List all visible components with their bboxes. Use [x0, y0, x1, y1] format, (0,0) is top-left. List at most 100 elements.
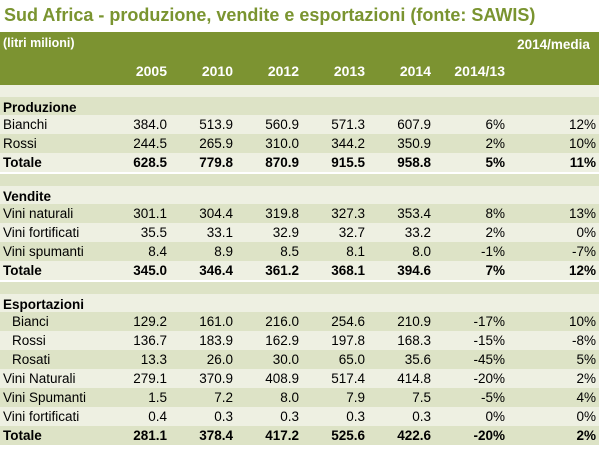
- value-cell: 361.2: [236, 261, 302, 282]
- value-cell: 13%: [508, 204, 599, 223]
- total-row: Totale 628.5 779.8 870.9 915.5 958.8 5% 11%: [0, 153, 599, 174]
- row-label: Vini fortificati: [0, 223, 104, 242]
- spacer-row: [0, 173, 599, 186]
- empty-cell: [508, 173, 599, 186]
- value-cell: 168.3: [368, 331, 434, 350]
- empty-cell: [368, 186, 434, 204]
- value-cell: 345.0: [104, 261, 170, 282]
- value-cell: 2%: [508, 369, 599, 388]
- value-cell: 353.4: [368, 204, 434, 223]
- value-cell: 8.0: [236, 388, 302, 407]
- section-title: Esportazioni: [0, 294, 104, 312]
- empty-cell: [434, 85, 508, 97]
- value-cell: -8%: [508, 331, 599, 350]
- empty-cell: [236, 294, 302, 312]
- value-cell: 12%: [508, 115, 599, 134]
- table-row: Vini fortificati 0.4 0.3 0.3 0.3 0.3 0% 0%: [0, 407, 599, 426]
- value-cell: 161.0: [170, 312, 236, 331]
- spacer-row: [0, 281, 599, 294]
- empty-cell: [434, 173, 508, 186]
- empty-cell: [368, 85, 434, 97]
- value-cell: 319.8: [236, 204, 302, 223]
- value-cell: 183.9: [170, 331, 236, 350]
- value-cell: 0.3: [302, 407, 368, 426]
- value-cell: 301.1: [104, 204, 170, 223]
- value-cell: 517.4: [302, 369, 368, 388]
- value-cell: 281.1: [104, 426, 170, 447]
- row-label: Vini fortificati: [0, 407, 104, 426]
- value-cell: 525.6: [302, 426, 368, 447]
- value-cell: 384.0: [104, 115, 170, 134]
- value-cell: -15%: [434, 331, 508, 350]
- value-cell: 10%: [508, 312, 599, 331]
- value-cell: 0.3: [368, 407, 434, 426]
- empty-cell: [434, 281, 508, 294]
- header-col-2010: 2010: [170, 32, 236, 85]
- value-cell: 33.2: [368, 223, 434, 242]
- value-cell: 65.0: [302, 350, 368, 369]
- value-cell: 0.4: [104, 407, 170, 426]
- empty-cell: [368, 294, 434, 312]
- value-cell: -20%: [434, 426, 508, 447]
- value-cell: 394.6: [368, 261, 434, 282]
- total-row: Totale 281.1 378.4 417.2 525.6 422.6 -20% 2%: [0, 426, 599, 447]
- value-cell: 958.8: [368, 153, 434, 174]
- table-row: Vini Spumanti 1.5 7.2 8.0 7.9 7.5 -5% 4%: [0, 388, 599, 407]
- value-cell: 8.5: [236, 242, 302, 261]
- value-cell: 628.5: [104, 153, 170, 174]
- table-row: Rosati 13.3 26.0 30.0 65.0 35.6 -45% 5%: [0, 350, 599, 369]
- empty-cell: [508, 186, 599, 204]
- value-cell: 7.9: [302, 388, 368, 407]
- header-unit-label: (litri milioni): [0, 32, 104, 85]
- value-cell: 571.3: [302, 115, 368, 134]
- empty-cell: [170, 173, 236, 186]
- empty-cell: [104, 186, 170, 204]
- empty-cell: [0, 173, 104, 186]
- empty-cell: [104, 281, 170, 294]
- value-cell: 915.5: [302, 153, 368, 174]
- table-body: Produzione Bianchi 384.0 513.9 560.9 571.3 607…: [0, 85, 599, 447]
- value-cell: -20%: [434, 369, 508, 388]
- value-cell: 422.6: [368, 426, 434, 447]
- value-cell: 30.0: [236, 350, 302, 369]
- row-label: Totale: [0, 153, 104, 174]
- value-cell: 2%: [434, 223, 508, 242]
- value-cell: 33.1: [170, 223, 236, 242]
- value-cell: 310.0: [236, 134, 302, 153]
- value-cell: 8.0: [368, 242, 434, 261]
- section-header-row: Esportazioni: [0, 294, 599, 312]
- value-cell: 0%: [508, 223, 599, 242]
- empty-cell: [302, 281, 368, 294]
- header-col-2014-13: 2014/13: [434, 32, 508, 85]
- table-row: Vini fortificati 35.5 33.1 32.9 32.7 33.2 2% 0%: [0, 223, 599, 242]
- empty-cell: [104, 173, 170, 186]
- value-cell: 129.2: [104, 312, 170, 331]
- row-label: Rossi: [0, 331, 104, 350]
- value-cell: 0.3: [170, 407, 236, 426]
- row-label: Vini naturali: [0, 204, 104, 223]
- header-row: (litri milioni) 2005 2010 2012 2013 2014…: [0, 32, 599, 85]
- empty-cell: [302, 173, 368, 186]
- value-cell: 13.3: [104, 350, 170, 369]
- value-cell: 513.9: [170, 115, 236, 134]
- header-col-2005: 2005: [104, 32, 170, 85]
- value-cell: -45%: [434, 350, 508, 369]
- value-cell: 162.9: [236, 331, 302, 350]
- empty-cell: [434, 294, 508, 312]
- value-cell: 8%: [434, 204, 508, 223]
- header-col-2013: 2013: [302, 32, 368, 85]
- value-cell: 8.1: [302, 242, 368, 261]
- value-cell: 346.4: [170, 261, 236, 282]
- empty-cell: [508, 281, 599, 294]
- value-cell: 327.3: [302, 204, 368, 223]
- section-header-row: Produzione: [0, 97, 599, 115]
- value-cell: 197.8: [302, 331, 368, 350]
- value-cell: 210.9: [368, 312, 434, 331]
- table-row: Vini spumanti 8.4 8.9 8.5 8.1 8.0 -1% -7%: [0, 242, 599, 261]
- value-cell: 417.2: [236, 426, 302, 447]
- empty-cell: [236, 85, 302, 97]
- value-cell: 0%: [434, 407, 508, 426]
- value-cell: 8.9: [170, 242, 236, 261]
- empty-cell: [170, 186, 236, 204]
- empty-cell: [434, 186, 508, 204]
